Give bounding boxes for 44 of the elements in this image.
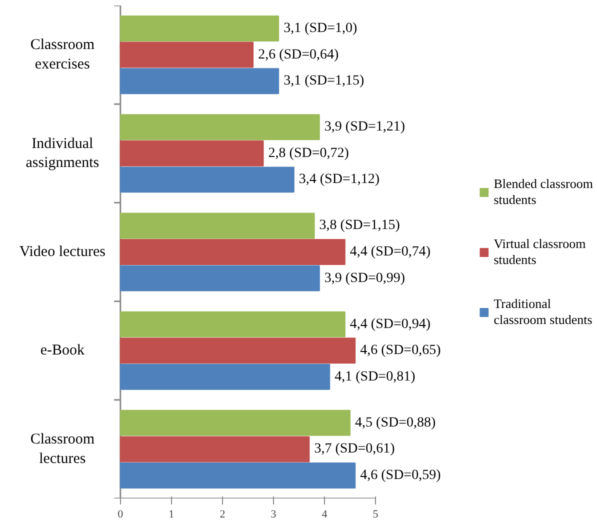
bar — [120, 239, 346, 265]
bar — [120, 42, 254, 68]
x-tick-label: 1 — [168, 508, 174, 520]
bar — [120, 68, 280, 94]
data-label: 3,9 (SD=1,21) — [324, 120, 406, 135]
data-label: 4,5 (SD=0,88) — [355, 415, 436, 430]
data-label: 3,1 (SD=1,15) — [284, 74, 365, 89]
legend-label: Traditional classroom students — [494, 296, 592, 328]
y-tick-label: Classroom exercises — [30, 37, 95, 72]
bar — [120, 436, 310, 462]
x-tick-label: 2 — [220, 508, 226, 520]
y-tick-label: Classroom lectures — [30, 432, 95, 467]
data-label: 4,6 (SD=0,65) — [360, 343, 442, 358]
bar — [120, 212, 315, 239]
y-tick-label: Individual assignments — [26, 136, 100, 171]
bar — [120, 410, 351, 436]
legend-label: Virtual classroom students — [494, 236, 586, 268]
data-label: 4,1 (SD=0,81) — [334, 369, 416, 384]
data-label: 2,6 (SD=0,64) — [258, 47, 340, 62]
data-label: 2,8 (SD=0,72) — [268, 146, 350, 161]
data-label: 4,6 (SD=0,59) — [360, 468, 442, 483]
bar — [120, 16, 280, 42]
data-label: 3,4 (SD=1,12) — [298, 172, 380, 188]
y-tick-label: e-Book — [40, 342, 85, 359]
bar — [120, 311, 346, 338]
bar — [120, 166, 294, 193]
bar — [120, 265, 320, 292]
data-label: 3,9 (SD=0,99) — [324, 270, 406, 286]
bar — [120, 462, 356, 488]
x-tick-label: 0 — [118, 508, 124, 520]
legend-label: Blended classroom students — [494, 176, 593, 208]
y-tick-label: Video lectures — [19, 244, 106, 260]
data-label: 4,4 (SD=0,74) — [350, 244, 431, 260]
bar — [120, 364, 330, 390]
data-label: 3,8 (SD=1,15) — [319, 218, 400, 234]
bar — [120, 114, 320, 140]
data-label: 4,4 (SD=0,94) — [350, 316, 431, 332]
data-label: 3,7 (SD=0,61) — [314, 442, 396, 457]
data-label: 3,1 (SD=1,0) — [284, 21, 358, 36]
x-tick-label: 3 — [270, 508, 277, 520]
bar — [120, 338, 356, 364]
x-tick-label: 5 — [372, 508, 379, 520]
bar — [120, 140, 264, 166]
x-tick-label: 4 — [322, 508, 328, 520]
